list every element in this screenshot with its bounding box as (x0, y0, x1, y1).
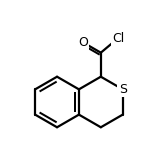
Text: O: O (78, 36, 88, 49)
Text: S: S (119, 83, 127, 96)
Text: Cl: Cl (112, 32, 124, 45)
